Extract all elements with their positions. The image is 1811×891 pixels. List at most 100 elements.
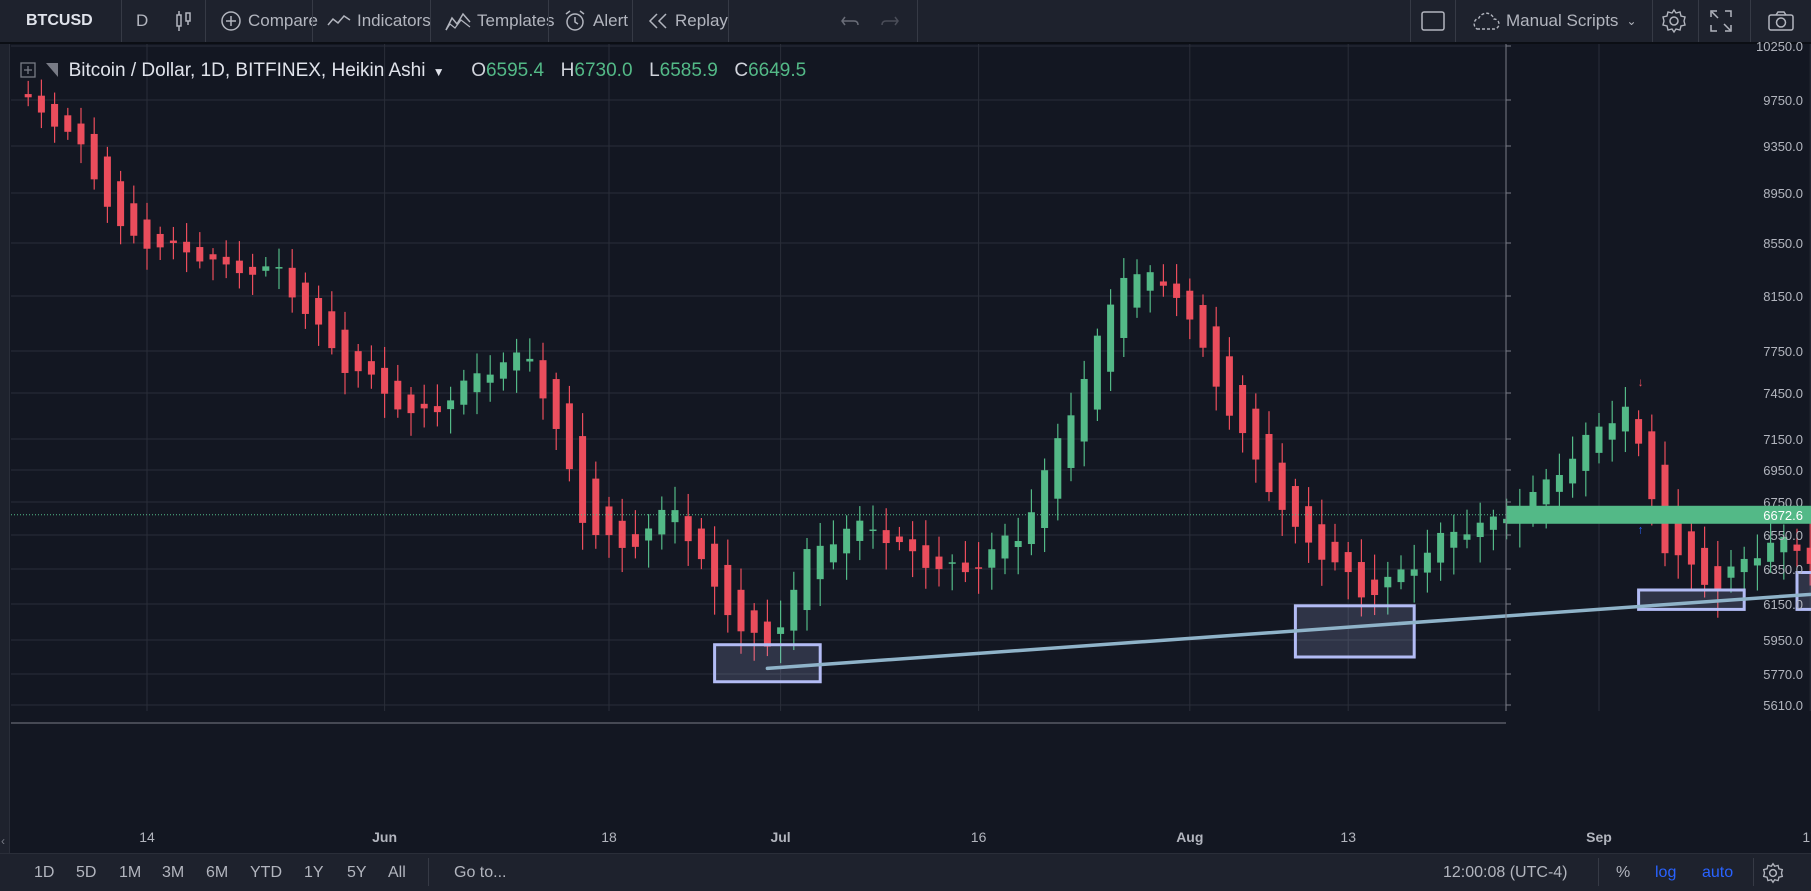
highlight-box <box>1293 604 1416 659</box>
candle-body <box>1661 464 1669 554</box>
candle-body <box>631 534 639 547</box>
y-tick-label: 6150.0 <box>1763 597 1803 612</box>
chevron-down-icon: ⌄ <box>1626 14 1637 28</box>
range-ytd[interactable]: YTD <box>250 864 282 881</box>
candle-body <box>1621 406 1629 432</box>
close-label: C <box>734 60 749 81</box>
candle-body <box>262 266 270 271</box>
candle-body <box>196 247 204 262</box>
cloud-icon <box>1473 12 1500 30</box>
candle-body <box>288 267 296 298</box>
candle-body <box>526 358 534 362</box>
x-tick-label: Jun <box>372 829 397 845</box>
x-tick-label: 18 <box>601 829 617 845</box>
candle-body <box>935 556 943 570</box>
chart-legend: Bitcoin / Dollar, 1D, BITFINEX, Heikin A… <box>20 60 806 82</box>
manual-scripts-button[interactable]: Manual Scripts ⌄ <box>1458 0 1637 42</box>
range-1d[interactable]: 1D <box>34 864 55 881</box>
low-label: L <box>649 60 660 81</box>
indicators-button[interactable]: Indicators <box>315 0 431 42</box>
candle-body <box>1516 513 1524 522</box>
settings-button[interactable] <box>1655 0 1687 42</box>
y-tick-label: 6350.0 <box>1763 562 1803 577</box>
replay-button[interactable]: Replay <box>635 0 728 42</box>
candle-body <box>209 254 217 260</box>
candle-body <box>711 543 719 587</box>
candle-body <box>381 367 389 394</box>
candle-body <box>737 589 745 632</box>
candle-body <box>1120 277 1128 338</box>
symbol-search[interactable]: BTCUSD <box>14 0 93 42</box>
alert-label: Alert <box>593 11 628 30</box>
candle-body <box>1225 356 1233 416</box>
square-icon <box>1421 11 1445 31</box>
gear-icon[interactable] <box>1762 862 1784 884</box>
x-tick-label: 16 <box>971 829 987 845</box>
y-tick-label: 6550.0 <box>1763 528 1803 543</box>
candle-body <box>1450 531 1458 548</box>
candle-body <box>169 240 177 244</box>
candle-body <box>1305 506 1313 543</box>
templates-button[interactable]: Templates <box>433 0 554 42</box>
interval-button[interactable]: D <box>124 0 148 42</box>
plot-area <box>11 44 1506 711</box>
fullscreen-button[interactable] <box>1701 0 1733 42</box>
chart-style-button[interactable] <box>162 0 194 42</box>
auto-toggle[interactable]: auto <box>1702 864 1734 881</box>
candle-body <box>1437 532 1445 563</box>
candle-body <box>460 380 468 405</box>
candle-body <box>420 403 428 409</box>
left-drawing-panel-edge[interactable]: ‹ <box>0 44 10 853</box>
snapshot-button[interactable] <box>1753 0 1795 42</box>
candle-body <box>1687 531 1695 565</box>
candle-body <box>975 567 983 569</box>
candle-body <box>1331 541 1339 563</box>
candle-body <box>1041 470 1049 529</box>
plus-square-icon[interactable] <box>20 62 36 78</box>
goto-button[interactable]: Go to... <box>454 864 507 881</box>
range-1y[interactable]: 1Y <box>304 864 324 881</box>
log-toggle[interactable]: log <box>1655 864 1677 881</box>
candle-body <box>552 379 560 429</box>
undo-button[interactable] <box>840 0 860 42</box>
indicators-label: Indicators <box>357 11 431 30</box>
drawings: ↓↑ <box>11 375 1811 684</box>
indicators-icon <box>327 15 351 26</box>
range-5y[interactable]: 5Y <box>347 864 367 881</box>
y-tick-label: 7750.0 <box>1763 344 1803 359</box>
candle-body <box>249 266 257 275</box>
candle-body <box>750 610 758 633</box>
range-6m[interactable]: 6M <box>206 864 229 881</box>
candle-body <box>1291 486 1299 527</box>
expand-icon <box>1710 10 1732 32</box>
candle-body <box>486 374 494 383</box>
percent-toggle[interactable]: % <box>1616 864 1631 881</box>
candle-body <box>843 528 851 554</box>
compare-button[interactable]: Compare <box>208 0 318 42</box>
candle-body <box>1252 408 1260 460</box>
series-title[interactable]: Bitcoin / Dollar, 1D, BITFINEX, Heikin A… <box>68 60 426 81</box>
series-menu-caret[interactable]: ▼ <box>432 65 445 79</box>
candle-body <box>618 520 626 548</box>
fullscreen-box-button[interactable] <box>1410 0 1446 42</box>
candle-body <box>1542 479 1550 505</box>
candle-body <box>275 267 283 269</box>
candle-body <box>605 506 613 536</box>
close-value: 6649.5 <box>748 60 807 81</box>
range-3m[interactable]: 3M <box>162 864 185 881</box>
candle-body <box>1212 326 1220 387</box>
candle-body <box>961 562 969 573</box>
y-tick-label: 5770.0 <box>1763 667 1803 682</box>
range-1m[interactable]: 1M <box>119 864 142 881</box>
candle-body <box>473 373 481 393</box>
y-tick-label: 8950.0 <box>1763 186 1803 201</box>
candle-body <box>829 544 837 563</box>
candle-body <box>24 94 32 98</box>
range-5d[interactable]: 5D <box>76 864 97 881</box>
alert-button[interactable]: Alert <box>551 0 628 42</box>
clock-label: 12:00:08 (UTC-4) <box>1443 864 1568 881</box>
range-all[interactable]: All <box>388 864 406 881</box>
candle-body <box>1463 534 1471 540</box>
redo-button[interactable] <box>880 0 900 42</box>
